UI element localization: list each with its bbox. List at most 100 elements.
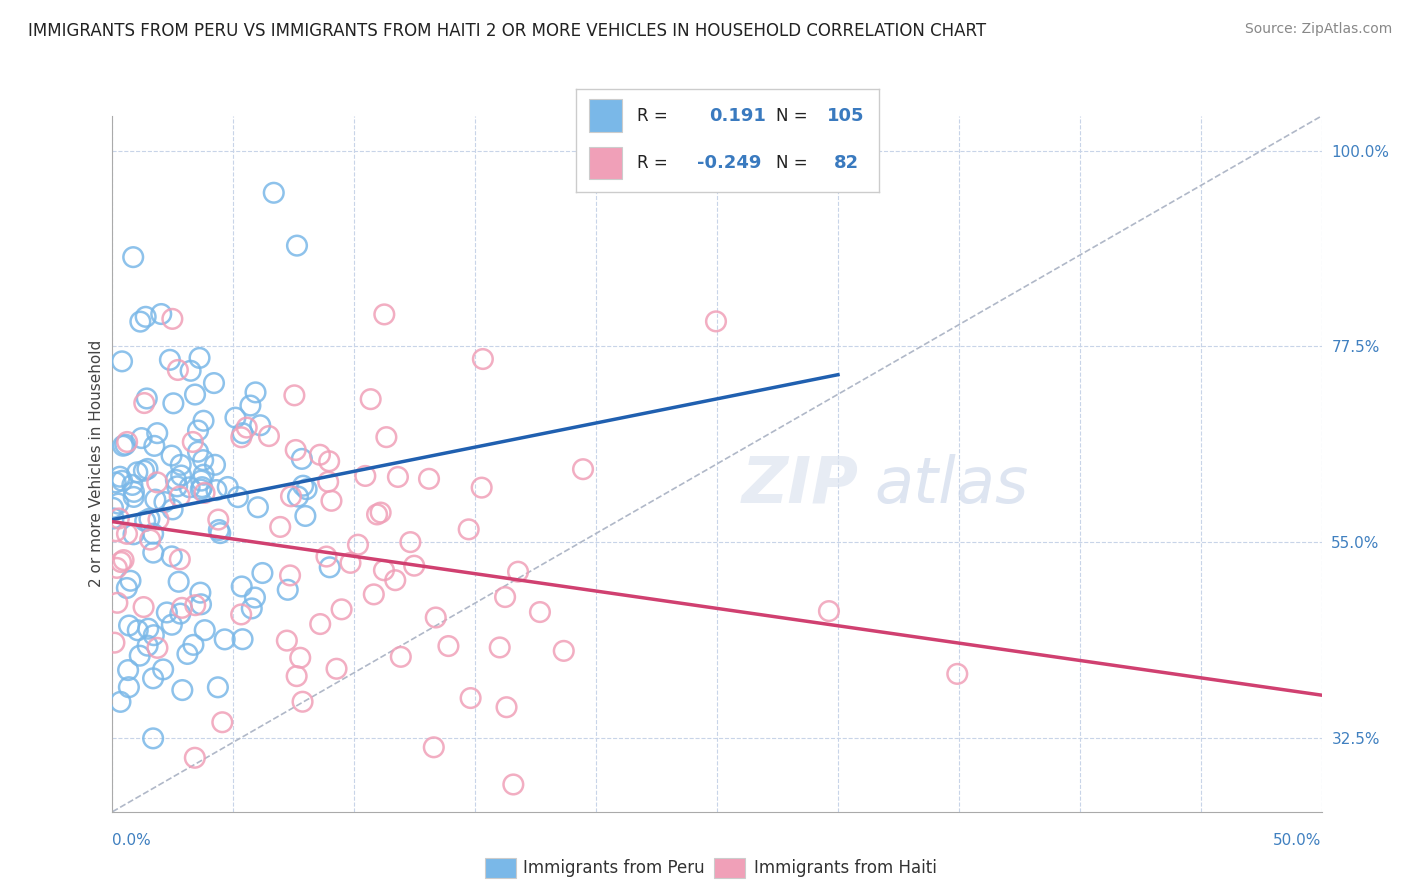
Text: Source: ZipAtlas.com: Source: ZipAtlas.com [1244,22,1392,37]
Point [150,307,173,321]
Point [209,526,232,541]
Point [190,483,212,497]
Point [127,465,149,479]
Point [287,490,309,504]
Point [373,307,395,321]
Point [231,579,253,593]
Point [224,410,246,425]
Point [318,454,340,468]
Text: N =: N = [776,154,807,172]
Point [190,585,212,599]
Point [232,632,254,647]
Point [122,527,145,541]
Point [108,511,131,525]
Text: 105: 105 [827,107,865,125]
Point [115,435,138,450]
Point [207,513,229,527]
Point [142,731,165,746]
Point [134,514,156,528]
Point [471,352,494,367]
Point [404,558,426,573]
Point [135,310,157,324]
Point [231,607,253,622]
Point [249,418,271,433]
Point [231,430,253,444]
Point [188,351,211,365]
Point [103,511,125,525]
Text: N =: N = [776,107,807,125]
Point [946,666,969,681]
Text: R =: R = [637,107,668,125]
Point [184,387,207,401]
Point [252,566,274,580]
Text: 0.191: 0.191 [710,107,766,125]
Point [277,582,299,597]
Point [321,493,343,508]
Point [226,490,249,504]
Point [184,751,207,765]
Point [190,474,212,488]
Point [118,680,141,694]
Point [292,479,315,493]
Point [214,632,236,647]
Point [112,553,135,567]
Point [138,512,160,526]
Point [146,426,169,441]
Point [111,354,134,368]
Point [704,314,727,328]
Point [205,483,228,497]
Point [132,600,155,615]
Point [437,639,460,653]
Point [425,610,447,624]
Point [142,671,165,685]
Point [146,475,169,490]
Point [193,486,215,500]
Point [143,492,166,507]
Point [191,453,214,467]
Point [156,606,179,620]
Point [506,565,529,579]
Point [165,473,187,487]
Point [117,663,139,677]
Text: Immigrants from Haiti: Immigrants from Haiti [754,859,936,877]
Point [148,512,170,526]
Point [418,472,440,486]
Text: 0.0%: 0.0% [112,833,152,848]
Point [330,602,353,616]
Text: atlas: atlas [875,454,1029,516]
Point [170,600,193,615]
Point [162,311,184,326]
Point [202,376,225,390]
Point [121,478,143,492]
Point [207,681,229,695]
Point [211,715,233,730]
Point [134,396,156,410]
Point [193,467,215,482]
Point [129,315,152,329]
Y-axis label: 2 or more Vehicles in Household: 2 or more Vehicles in Household [89,340,104,588]
Point [169,607,191,621]
Point [291,695,314,709]
Point [179,480,201,494]
Point [208,523,231,537]
Point [142,546,165,560]
Point [148,89,170,103]
Point [495,700,517,714]
Point [122,250,145,264]
Point [104,475,127,490]
Point [190,597,212,611]
Point [127,624,149,638]
Point [143,439,166,453]
Point [105,561,128,575]
Point [502,777,524,791]
Point [118,618,141,632]
Point [181,434,204,449]
Point [231,426,253,441]
Point [104,524,127,539]
Text: 50.0%: 50.0% [1274,833,1322,848]
Point [128,648,150,663]
Point [131,431,153,445]
Point [284,442,307,457]
Point [235,420,257,434]
Point [110,695,132,709]
